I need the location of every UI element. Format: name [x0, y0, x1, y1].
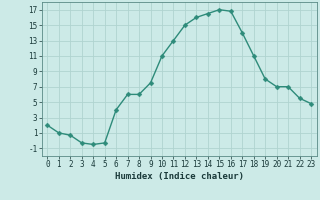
X-axis label: Humidex (Indice chaleur): Humidex (Indice chaleur) — [115, 172, 244, 181]
